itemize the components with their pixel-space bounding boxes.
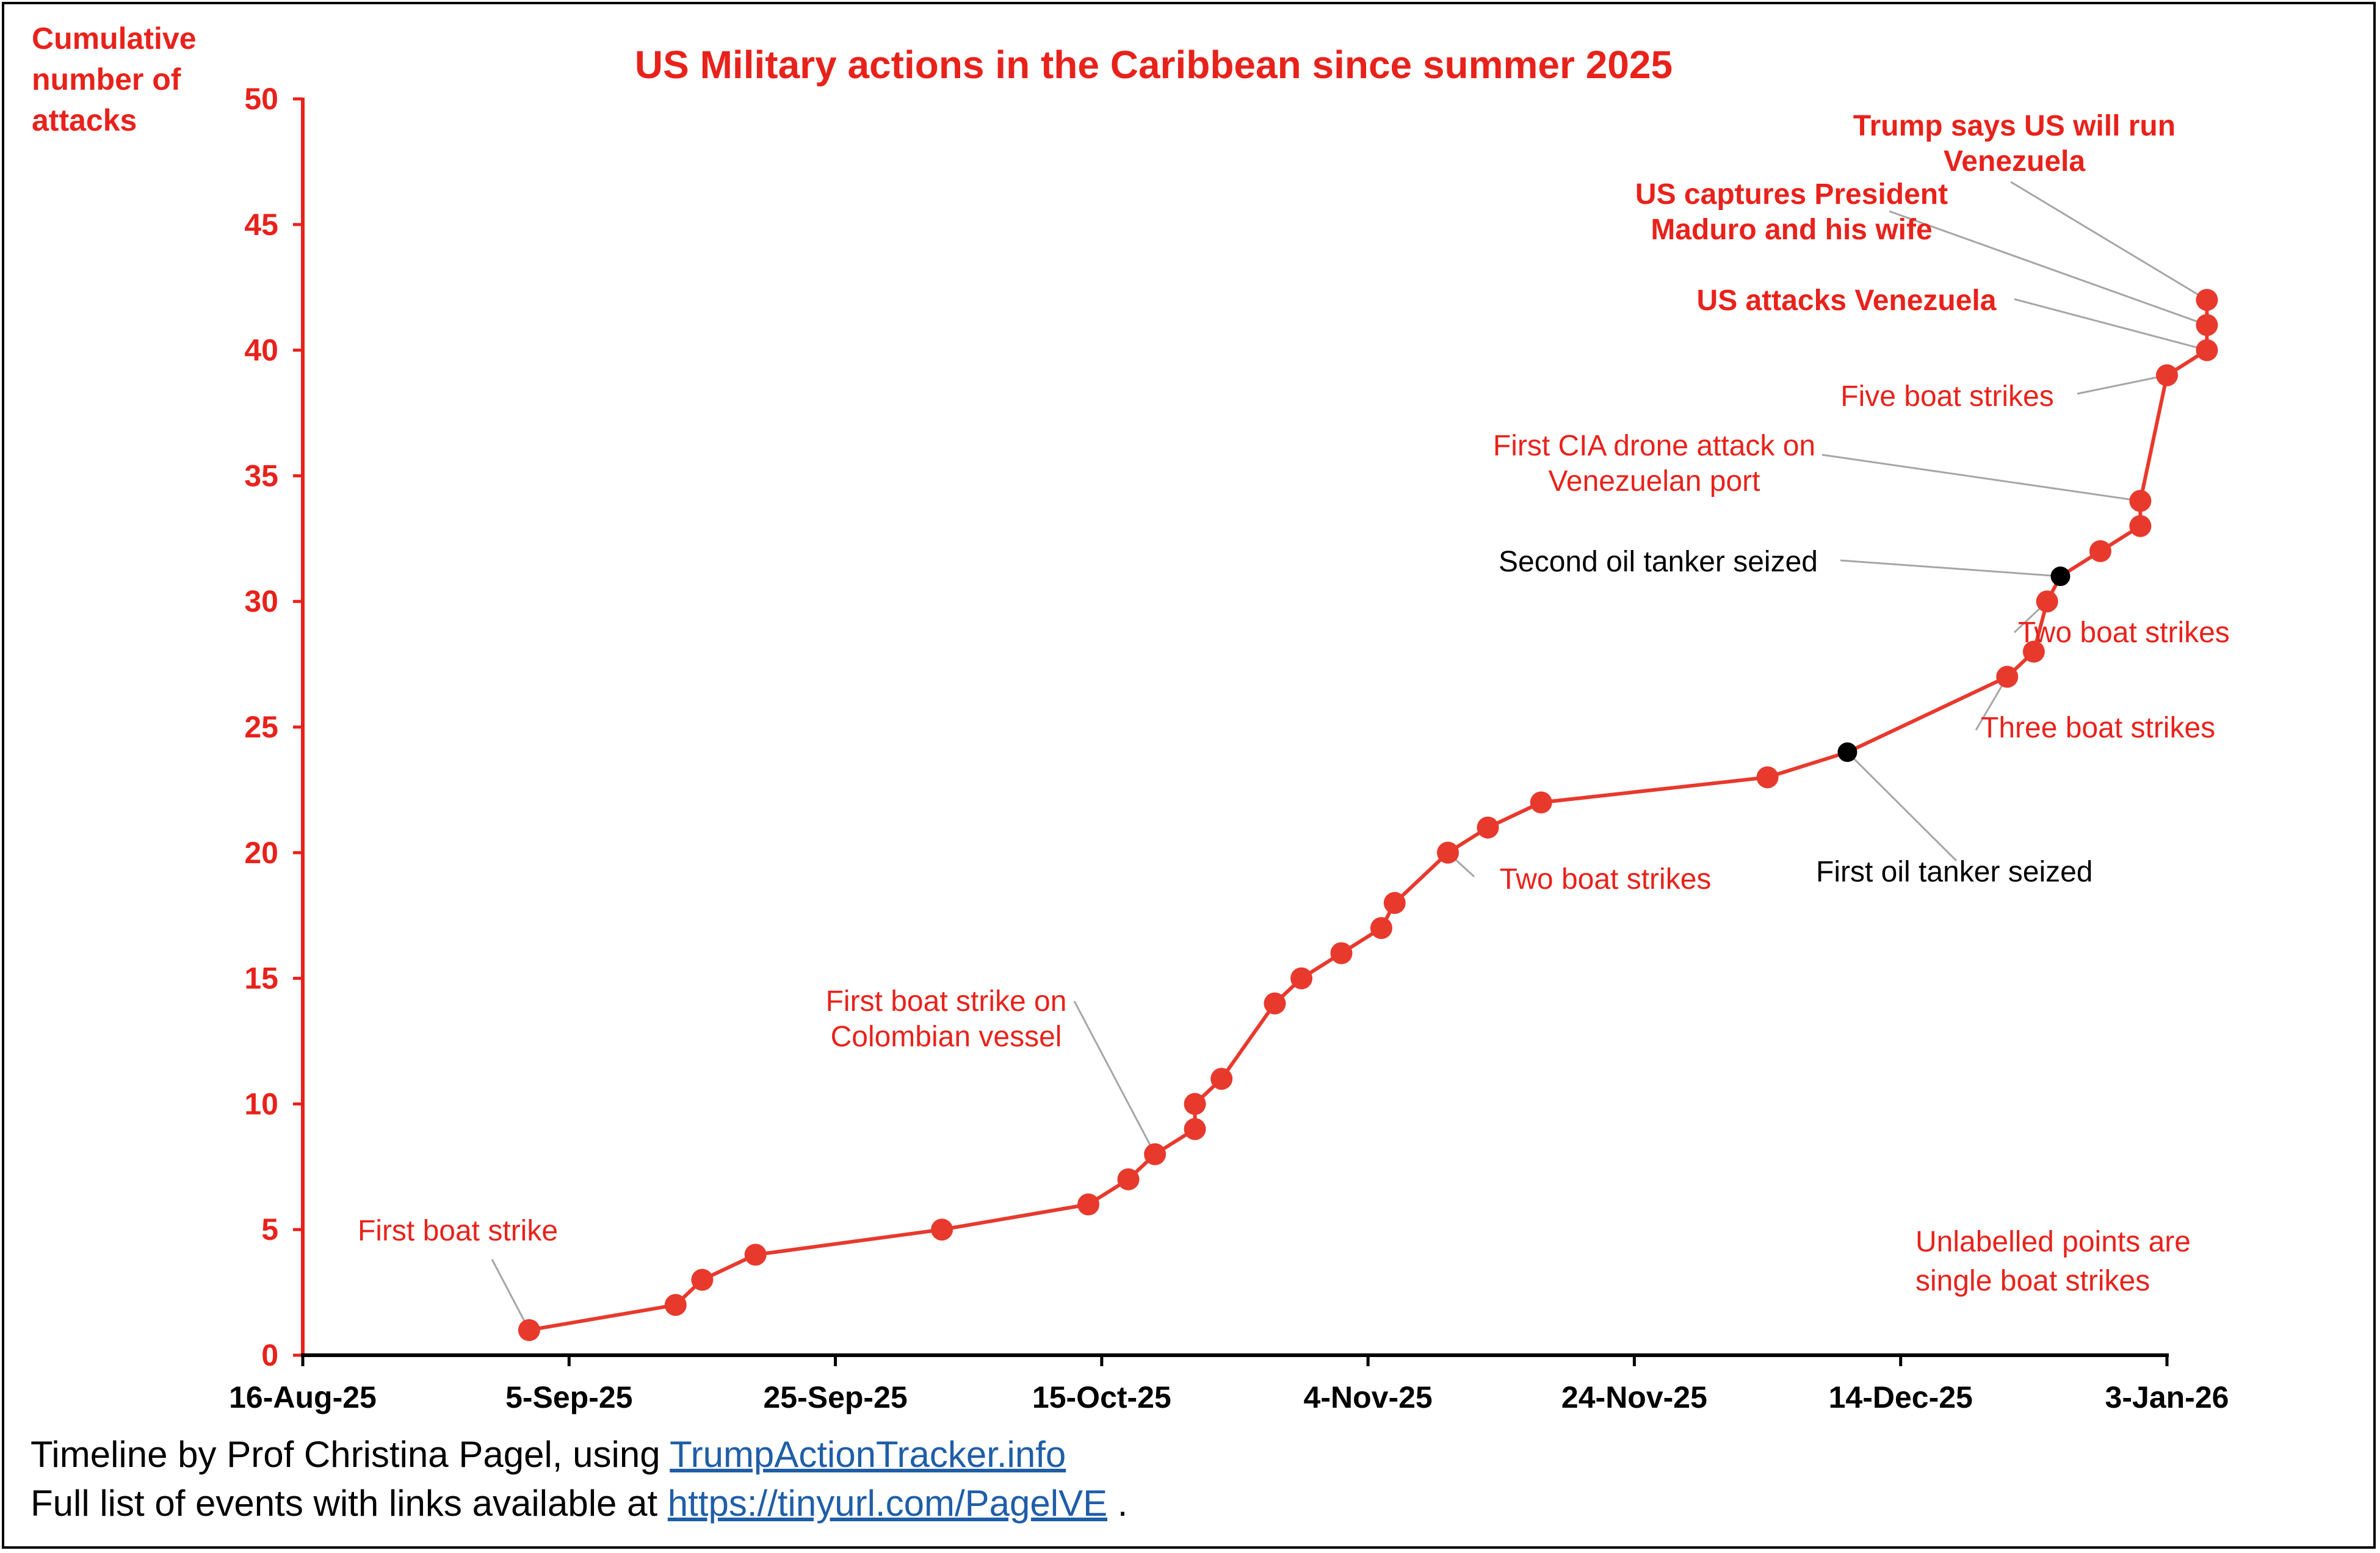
data-point: [1184, 1118, 1206, 1140]
data-point: [1383, 892, 1406, 914]
annotation-label: Maduro and his wife: [1651, 214, 1932, 246]
footer-list: Full list of events with links available…: [31, 1482, 1127, 1524]
tracker-link[interactable]: TrumpActionTracker.info: [670, 1434, 1066, 1475]
data-point: [1330, 942, 1353, 965]
annotation-leader: [1073, 1001, 1156, 1155]
data-point: [1117, 1168, 1140, 1190]
footer-list-text: Full list of events with links available…: [31, 1483, 668, 1524]
data-point: [1756, 766, 1779, 789]
data-point: [1996, 665, 2019, 688]
data-point: [1210, 1068, 1233, 1090]
y-tick-label: 50: [244, 82, 278, 116]
y-tick-label: 15: [244, 961, 278, 996]
annotation-leader: [1821, 454, 2141, 502]
y-tick-label: 0: [261, 1338, 278, 1372]
note-line: single boat strikes: [1915, 1265, 2150, 1297]
annotation-label: First boat strike on: [826, 985, 1067, 1018]
chart-note: Unlabelled points are single boat strikes: [1915, 1226, 2191, 1297]
annotation-label: US attacks Venezuela: [1697, 284, 1997, 317]
annotation-label: Two boat strikes: [2018, 617, 2230, 649]
data-point: [2129, 490, 2152, 512]
axes: 0 5 10 15 20 25 30 35 40 45 50 16-Aug-25 5-Sep-25 25-…: [229, 82, 2229, 1414]
data-point: [1264, 992, 1286, 1015]
y-axis-title-line-3: attacks: [32, 103, 137, 137]
data-point: [2129, 515, 2152, 537]
footer-credit: Timeline by Prof Christina Pagel, using …: [31, 1433, 1066, 1475]
y-tick-label: 30: [244, 584, 278, 618]
data-point: [1477, 816, 1499, 839]
tinyurl-link[interactable]: https://tinyurl.com/PagelVE: [667, 1483, 1108, 1524]
x-tick-label: 4-Nov-25: [1304, 1380, 1433, 1414]
series-line: [529, 300, 2209, 1332]
annotation-leader: [1840, 559, 2061, 577]
annotation-leader: [2010, 181, 2208, 301]
x-tick-label: 14-Dec-25: [1829, 1380, 1973, 1414]
x-tick-label: 5-Sep-25: [505, 1380, 632, 1414]
annotation-leader: [2077, 374, 2168, 395]
annotation-label: Two boat strikes: [1500, 863, 1712, 896]
data-point: [2022, 640, 2045, 663]
data-point: [2036, 590, 2058, 613]
data-point: [664, 1294, 687, 1316]
x-tick-label: 25-Sep-25: [763, 1380, 907, 1414]
y-tick-label: 40: [244, 333, 278, 367]
x-tick-label: 16-Aug-25: [229, 1380, 377, 1414]
annotation-leader: [1889, 210, 2207, 326]
series: [518, 289, 2218, 1341]
y-tick-label: 45: [244, 208, 278, 242]
footer-credit-text: Timeline by Prof Christina Pagel, using: [31, 1434, 670, 1475]
data-point-tanker: [1837, 742, 1857, 762]
annotation-label: Venezuela: [1944, 145, 2085, 178]
annotation-label: First oil tanker seized: [1816, 856, 2093, 888]
data-point-tanker: [2050, 567, 2071, 587]
data-point: [1144, 1143, 1166, 1165]
y-axis-title-line-2: number of: [32, 62, 181, 96]
annotation-label: Second oil tanker seized: [1499, 546, 1818, 578]
data-point: [1290, 967, 1313, 990]
x-tick-label: 15-Oct-25: [1032, 1380, 1171, 1414]
y-tick-label: 35: [244, 458, 278, 493]
annotation-label: Venezuelan port: [1549, 465, 1760, 498]
data-point: [1370, 917, 1392, 939]
data-point: [2156, 364, 2178, 386]
chart-title: US Military actions in the Caribbean sin…: [635, 43, 1673, 87]
annotation-label: First CIA drone attack on: [1493, 430, 1815, 462]
annotation-leader: [2014, 298, 2207, 352]
annotation-label: Trump says US will run: [1853, 110, 2176, 142]
note-line: Unlabelled points are: [1915, 1226, 2191, 1258]
annotation-leader: [1846, 751, 1958, 862]
y-tick-label: 10: [244, 1087, 278, 1121]
annotations: First boat strike First boat strike onCol…: [358, 110, 2230, 1247]
data-point: [2196, 289, 2218, 311]
annotation-leader: [491, 1259, 530, 1331]
data-point: [931, 1218, 953, 1241]
annotation-leaders: [491, 181, 2208, 1331]
annotation-label: First boat strike: [358, 1215, 558, 1247]
data-point: [691, 1269, 714, 1291]
data-point: [1184, 1093, 1206, 1115]
y-tick-label: 5: [261, 1212, 278, 1247]
annotation-label: Three boat strikes: [1981, 712, 2215, 744]
y-tick-label: 25: [244, 710, 278, 744]
data-point: [1437, 841, 1459, 864]
data-point: [2196, 339, 2218, 361]
data-point: [1077, 1193, 1100, 1216]
data-point: [518, 1319, 540, 1341]
y-tick-label: 20: [244, 836, 278, 870]
annotation-label: Colombian vessel: [831, 1021, 1062, 1053]
data-point: [744, 1243, 767, 1266]
annotation-label: US captures President: [1635, 178, 1948, 211]
x-tick-label: 24-Nov-25: [1561, 1380, 1707, 1414]
x-tick-label: 3-Jan-26: [2105, 1380, 2229, 1414]
data-point: [1530, 791, 1552, 814]
footer-list-period: .: [1107, 1483, 1128, 1524]
data-point: [2196, 314, 2218, 336]
data-point: [2089, 540, 2111, 562]
y-axis-title-line-1: Cumulative: [32, 21, 197, 56]
annotation-label: Five boat strikes: [1840, 380, 2053, 413]
